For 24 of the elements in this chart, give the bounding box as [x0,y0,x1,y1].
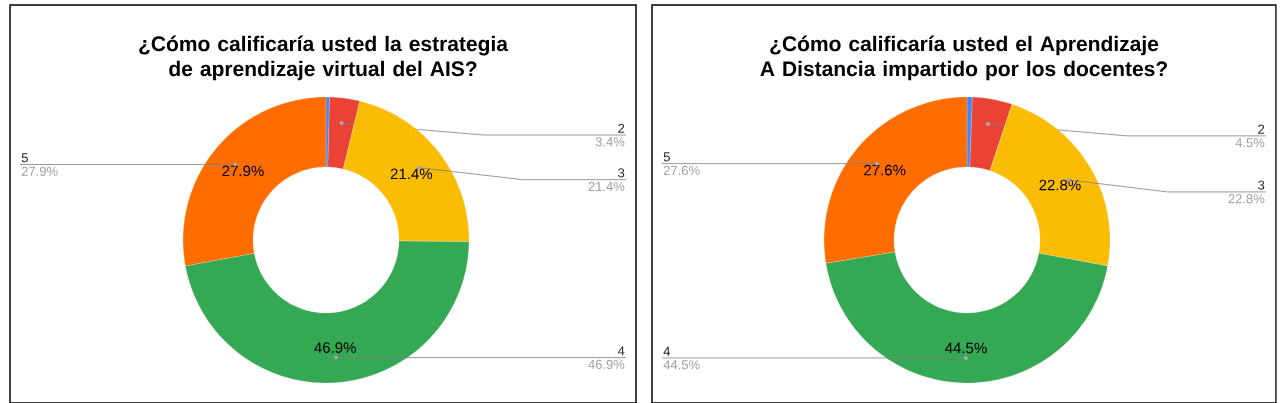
data-label: 22.8% [1039,179,1081,191]
text: 27.6% [663,165,700,176]
data-label: 27.6% [864,164,906,176]
slice-label: 3 [618,168,625,178]
slice-label: 2 [1258,124,1265,134]
slice-label: 5 [663,152,670,162]
text: 22.8% [1228,194,1265,204]
slice-label: 3 [1258,180,1265,190]
data-label: 4.5% [1235,138,1265,148]
slice-label: 5 [21,153,28,163]
text: 44.5% [663,360,700,370]
slice-label: 4 [663,346,671,356]
data-label: 3.4% [595,137,625,147]
data-label: 44.5% [945,342,987,354]
text: 46.9% [588,359,625,369]
chart-title: ¿Cómo calificaría usted el Aprendizaje A Distancia impartido por los docentes? [760,35,1167,81]
text: 27.9% [21,166,58,176]
data-label: 21.4% [390,168,433,180]
text: 21.4% [588,181,625,192]
data-label: 27.9% [222,165,264,177]
slice-label: 4 [617,346,625,356]
data-label: 46.9% [314,342,356,353]
slice-label: 2 [618,123,625,133]
chart-title: ¿Cómo calificaría usted la estrategia de aprendizaje virtual del AIS? [139,35,509,81]
